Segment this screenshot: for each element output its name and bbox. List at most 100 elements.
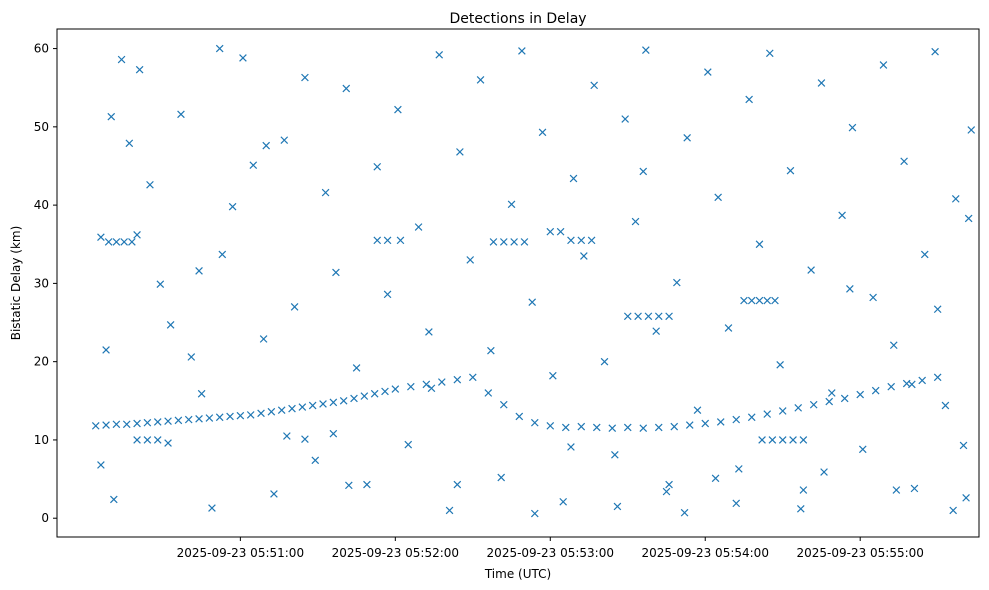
data-point xyxy=(156,280,165,288)
data-point xyxy=(639,424,648,433)
data-point xyxy=(164,417,172,425)
data-point xyxy=(97,233,105,242)
data-point xyxy=(887,382,896,391)
data-point xyxy=(758,436,766,444)
data-point xyxy=(799,486,808,494)
data-point xyxy=(381,387,389,396)
data-point xyxy=(391,385,400,393)
data-point xyxy=(755,240,764,249)
data-point xyxy=(298,403,307,411)
data-point xyxy=(701,419,710,428)
data-point xyxy=(964,214,973,223)
data-point xyxy=(820,468,828,476)
data-point xyxy=(133,231,141,239)
data-point xyxy=(208,504,216,512)
data-point xyxy=(133,419,141,428)
data-point xyxy=(510,238,518,246)
data-point xyxy=(383,290,392,299)
data-point xyxy=(406,382,415,391)
data-point xyxy=(732,415,741,424)
data-point xyxy=(246,411,255,419)
data-point xyxy=(146,180,154,189)
data-point xyxy=(892,486,901,494)
data-point xyxy=(352,364,361,372)
data-point xyxy=(288,404,296,413)
data-point xyxy=(879,61,888,69)
data-point xyxy=(600,357,609,366)
data-point xyxy=(662,487,671,496)
data-point xyxy=(848,123,857,132)
data-point xyxy=(319,400,327,408)
data-point xyxy=(422,380,431,389)
data-point xyxy=(538,128,547,137)
data-point xyxy=(143,436,152,444)
data-point xyxy=(732,499,741,508)
data-point xyxy=(807,266,815,274)
x-tick-label: 2025-09-23 05:52:00 xyxy=(332,546,459,560)
data-point xyxy=(530,509,539,518)
data-point xyxy=(228,202,237,211)
data-point xyxy=(153,418,162,426)
data-point xyxy=(122,420,131,429)
data-point xyxy=(197,389,206,398)
data-point xyxy=(135,65,144,74)
data-point xyxy=(587,236,596,245)
data-point xyxy=(642,46,650,54)
data-point xyxy=(840,394,849,403)
data-point xyxy=(383,236,392,245)
data-point xyxy=(771,296,779,305)
data-point xyxy=(670,422,679,431)
data-point xyxy=(187,353,196,361)
data-point xyxy=(270,490,278,498)
data-point xyxy=(590,81,599,90)
data-point xyxy=(497,473,506,482)
data-point xyxy=(786,166,795,175)
data-point xyxy=(768,436,777,444)
data-point xyxy=(453,480,462,489)
data-point xyxy=(789,436,797,444)
data-point xyxy=(290,303,299,311)
data-point xyxy=(716,418,725,426)
data-point xyxy=(466,256,475,264)
y-tick-label: 40 xyxy=(34,198,49,212)
data-point xyxy=(166,321,175,329)
data-point xyxy=(740,296,748,305)
data-point xyxy=(301,435,309,443)
chart-title: Detections in Delay xyxy=(449,11,586,27)
data-point xyxy=(329,429,338,438)
data-point xyxy=(763,410,772,418)
data-point xyxy=(487,346,495,355)
data-points xyxy=(91,44,976,518)
y-tick-label: 60 xyxy=(34,42,49,56)
data-point xyxy=(869,293,877,302)
data-point xyxy=(703,68,712,76)
data-point xyxy=(827,389,836,397)
data-point xyxy=(755,296,764,305)
data-point xyxy=(577,236,586,245)
data-point xyxy=(611,450,619,459)
data-point xyxy=(205,414,214,422)
data-point xyxy=(693,406,702,415)
data-point xyxy=(799,436,808,444)
data-point xyxy=(838,211,846,220)
y-axis-ticks: 0 10 20 30 40 50 60 xyxy=(34,42,57,525)
data-point xyxy=(107,112,116,121)
data-point xyxy=(218,250,227,259)
data-point xyxy=(329,398,338,407)
data-point xyxy=(623,312,632,321)
data-point xyxy=(933,373,942,382)
data-point xyxy=(311,456,320,465)
data-point xyxy=(631,217,640,226)
data-point xyxy=(856,390,865,399)
data-point xyxy=(267,407,276,416)
data-point xyxy=(363,480,371,489)
data-point xyxy=(549,371,557,380)
data-point xyxy=(112,238,121,246)
data-point xyxy=(184,415,193,424)
data-point xyxy=(967,126,976,134)
data-point xyxy=(373,162,382,171)
data-point xyxy=(639,167,648,176)
x-tick-label: 2025-09-23 05:54:00 xyxy=(642,546,769,560)
data-point xyxy=(499,400,508,409)
